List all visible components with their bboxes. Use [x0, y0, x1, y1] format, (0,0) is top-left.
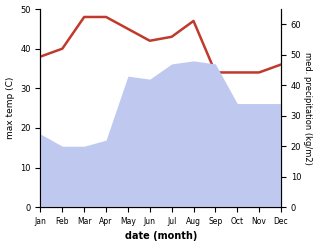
Y-axis label: max temp (C): max temp (C) [5, 77, 15, 139]
Y-axis label: med. precipitation (kg/m2): med. precipitation (kg/m2) [303, 52, 313, 165]
X-axis label: date (month): date (month) [125, 231, 197, 242]
